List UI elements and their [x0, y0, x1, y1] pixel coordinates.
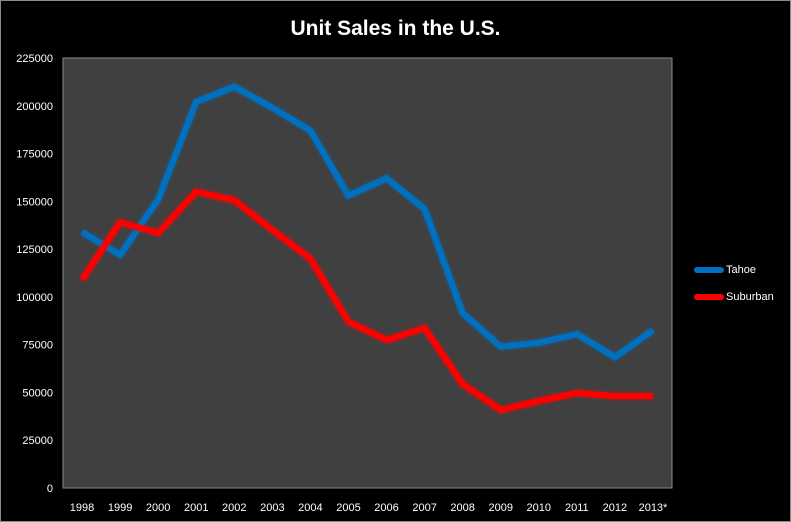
- x-tick-label: 2012: [603, 502, 627, 514]
- series-line-tahoe: [80, 83, 655, 361]
- x-tick-label: 2009: [488, 502, 512, 514]
- x-tick-label: 2008: [450, 502, 474, 514]
- y-tick-label: 0: [47, 483, 53, 495]
- y-tick-label: 175000: [16, 149, 53, 161]
- y-tick-label: 75000: [22, 340, 53, 352]
- series-line-suburban: [79, 188, 653, 414]
- x-tick-label: 1998: [70, 502, 94, 514]
- x-tick-label: 1999: [108, 502, 132, 514]
- y-tick-label: 100000: [16, 292, 53, 304]
- x-tick-label: 2003: [260, 502, 284, 514]
- plot-area: [62, 57, 673, 489]
- x-tick-label: 2007: [412, 502, 436, 514]
- x-tick-label: 2006: [374, 502, 398, 514]
- legend-swatch-suburban: [694, 294, 724, 300]
- legend-item-suburban: Suburban: [694, 291, 774, 303]
- y-tick-label: 150000: [16, 196, 53, 208]
- y-tick-label: 200000: [16, 101, 53, 113]
- y-tick-label: 225000: [16, 53, 53, 65]
- y-tick-label: 125000: [16, 244, 53, 256]
- chart-title: Unit Sales in the U.S.: [290, 17, 501, 40]
- y-tick-label: 50000: [22, 387, 53, 399]
- legend-item-tahoe: Tahoe: [694, 264, 756, 276]
- legend-label-tahoe: Tahoe: [726, 264, 756, 276]
- legend-label-suburban: Suburban: [726, 291, 774, 303]
- x-tick-label: 2010: [527, 502, 551, 514]
- legend-swatch-tahoe: [694, 267, 724, 273]
- x-tick-label: 2005: [336, 502, 360, 514]
- x-tick-label: 2011: [565, 502, 589, 514]
- x-tick-label: 2001: [184, 502, 208, 514]
- x-tick-label: 2000: [146, 502, 170, 514]
- x-tick-label: 2002: [222, 502, 246, 514]
- x-tick-label: 2013*: [639, 502, 668, 514]
- y-tick-label: 25000: [22, 435, 53, 447]
- x-tick-label: 2004: [298, 502, 322, 514]
